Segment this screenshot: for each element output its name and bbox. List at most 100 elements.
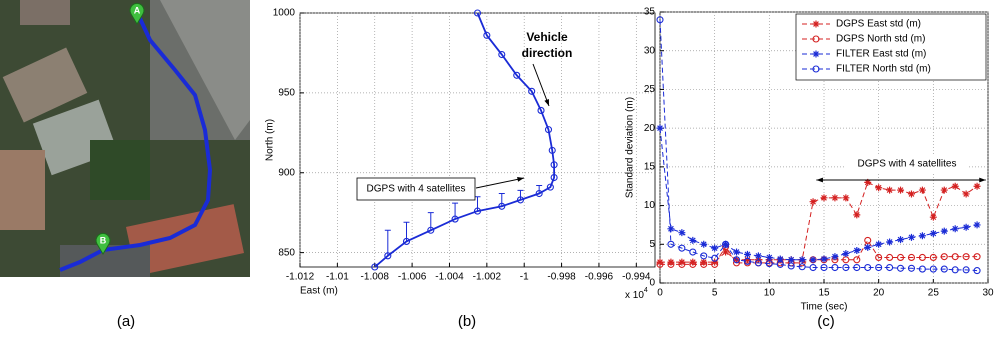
- data-marker: [700, 252, 708, 260]
- data-marker: [427, 226, 435, 234]
- data-marker: [853, 263, 861, 272]
- data-marker: [886, 238, 894, 246]
- data-marker: [907, 233, 915, 241]
- y-tick-label: 35: [644, 7, 656, 18]
- x-tick-label: -1.008: [361, 272, 390, 283]
- arrow-head: [816, 177, 823, 183]
- data-marker: [897, 186, 905, 194]
- map-pin-label: A: [134, 5, 141, 15]
- legend-label: FILTER East std (m): [836, 49, 926, 60]
- data-marker: [371, 263, 379, 271]
- panel-label: (b): [458, 313, 476, 330]
- data-marker: [473, 9, 482, 17]
- data-marker: [951, 266, 959, 274]
- y-axis-label: North (m): [265, 119, 276, 161]
- data-marker: [656, 124, 664, 132]
- annotation: Vehicle: [526, 30, 568, 44]
- data-marker: [918, 232, 926, 240]
- map-pin: [129, 2, 145, 25]
- error-bar: [474, 196, 481, 212]
- annotation-arrow: [475, 177, 525, 189]
- annotation: DGPS with 4 satellites: [367, 184, 466, 195]
- data-marker: [689, 236, 697, 244]
- data-marker: [384, 252, 392, 260]
- panel-label: (a): [117, 313, 135, 330]
- data-marker: [689, 260, 697, 268]
- data-marker: [896, 264, 905, 272]
- series-line: [659, 128, 978, 261]
- data-marker: [831, 194, 839, 202]
- data-marker: [940, 253, 948, 261]
- data-marker: [842, 263, 850, 272]
- data-marker: [473, 207, 482, 215]
- data-marker: [776, 260, 784, 268]
- data-marker: [776, 255, 784, 263]
- x-tick-label: -1.01: [326, 272, 349, 283]
- x-scale-label: x 104: [625, 287, 648, 301]
- legend-marker: [812, 50, 820, 58]
- data-marker: [711, 254, 719, 262]
- legend-marker: [812, 20, 820, 28]
- y-tick-label: 950: [278, 88, 295, 99]
- series-line: [374, 12, 556, 268]
- data-marker: [896, 253, 905, 261]
- data-marker: [962, 266, 970, 274]
- data-marker: [667, 258, 675, 266]
- data-marker: [929, 229, 937, 237]
- data-marker: [678, 229, 686, 237]
- data-marker: [875, 263, 883, 272]
- x-tick-label: 5: [712, 288, 718, 299]
- data-marker: [875, 240, 883, 248]
- data-marker: [973, 267, 981, 275]
- data-marker: [820, 263, 828, 272]
- data-marker: [853, 256, 861, 264]
- data-marker: [535, 189, 543, 198]
- x-tick-label: -1.002: [473, 272, 502, 283]
- data-marker: [907, 253, 916, 261]
- arrow-head: [544, 99, 549, 106]
- data-marker: [754, 259, 762, 267]
- x-tick-label: 25: [928, 288, 940, 299]
- data-marker: [951, 182, 959, 190]
- y-tick-label: 850: [278, 247, 295, 258]
- data-marker: [918, 186, 926, 194]
- y-tick-label: 20: [644, 123, 656, 134]
- data-marker: [929, 213, 937, 221]
- data-marker: [962, 253, 970, 261]
- x-tick-label: -0.994: [622, 272, 651, 283]
- data-marker: [820, 194, 828, 202]
- data-marker: [667, 260, 675, 268]
- data-marker: [907, 264, 916, 272]
- data-marker: [798, 263, 806, 271]
- data-marker: [743, 257, 752, 265]
- data-marker: [864, 236, 872, 244]
- y-tick-label: 15: [644, 161, 656, 172]
- data-marker: [537, 106, 545, 114]
- data-marker: [700, 260, 708, 268]
- data-marker: [940, 186, 948, 194]
- y-tick-label: 0: [649, 278, 655, 289]
- data-marker: [929, 265, 937, 273]
- data-marker: [820, 255, 828, 263]
- data-marker: [402, 237, 411, 245]
- data-marker: [787, 256, 795, 264]
- y-tick-label: 25: [644, 84, 656, 95]
- data-marker: [700, 240, 708, 248]
- x-tick-label: 15: [818, 288, 830, 299]
- data-marker: [842, 194, 850, 202]
- data-marker: [875, 253, 883, 261]
- data-marker: [897, 236, 905, 244]
- aerial-map: [0, 0, 250, 277]
- data-marker: [656, 258, 664, 266]
- legend-label: DGPS East std (m): [836, 19, 921, 30]
- data-marker: [656, 260, 664, 268]
- data-marker: [513, 71, 521, 79]
- legend-label: FILTER North std (m): [836, 64, 931, 75]
- data-marker: [711, 258, 719, 266]
- data-marker: [711, 244, 719, 252]
- data-marker: [765, 253, 773, 261]
- annotation-arrow: [532, 63, 550, 107]
- data-marker: [732, 256, 741, 264]
- annotation-bg: [845, 156, 969, 173]
